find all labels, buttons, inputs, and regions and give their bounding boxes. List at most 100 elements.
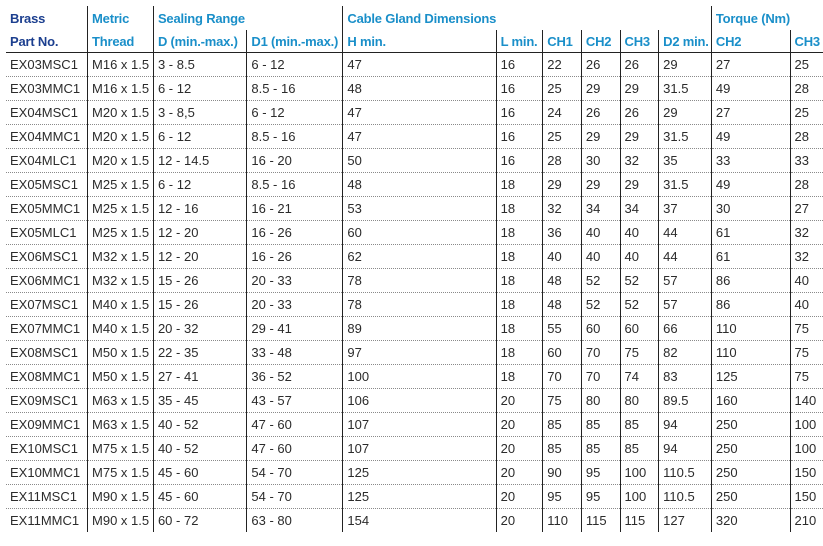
torque-ch3-cell: 75	[789, 364, 823, 389]
ch3-cell: 60	[619, 316, 659, 341]
torque-ch3-cell: 25	[789, 52, 823, 77]
d-range-cell: 3 - 8.5	[152, 52, 247, 77]
ch1-cell: 70	[542, 364, 582, 389]
ch1-cell: 40	[542, 244, 582, 269]
torque-ch2-cell: 49	[710, 124, 791, 149]
part-no-cell: EX04MSC1	[6, 100, 88, 125]
table-row: EX04MMC1 M20 x 1.5 6 - 12 8.5 - 16 47 16 25 29 2…	[6, 124, 823, 149]
ch3-cell: 29	[619, 76, 659, 101]
h-min-cell: 78	[342, 292, 497, 317]
l-min-cell: 18	[495, 292, 543, 317]
thread-cell: M32 x 1.5	[87, 268, 154, 293]
table-row: EX04MLC1 M20 x 1.5 12 - 14.5 16 - 20 50 16 28 3…	[6, 148, 823, 173]
torque-ch3-cell: 25	[789, 100, 823, 125]
ch1-cell: 25	[542, 124, 582, 149]
part-no-cell: EX10MSC1	[6, 436, 88, 461]
torque-ch2-cell: 27	[710, 52, 791, 77]
d1-range-cell: 36 - 52	[246, 364, 343, 389]
h-min-cell: 125	[342, 484, 497, 509]
ch2-cell: 80	[580, 388, 621, 413]
l-min-cell: 18	[495, 316, 543, 341]
ch1-cell: 85	[542, 436, 582, 461]
d1-range-cell: 6 - 12	[246, 52, 343, 77]
ch2-cell: 52	[580, 268, 621, 293]
torque-ch2-cell: 250	[710, 412, 791, 437]
ch1-cell: 22	[542, 52, 582, 77]
d-range-cell: 45 - 60	[152, 460, 247, 485]
d-range-cell: 40 - 52	[152, 412, 247, 437]
d-range-cell: 20 - 32	[152, 316, 247, 341]
brass-cable-gland-spec-table: Brass Metric Sealing Range Cable Gland D…	[6, 6, 823, 532]
table-row: EX08MSC1 M50 x 1.5 22 - 35 33 - 48 97 18 60 70 7…	[6, 340, 823, 365]
d1-range-cell: 54 - 70	[246, 460, 343, 485]
d1-range-cell: 6 - 12	[246, 100, 343, 125]
h-min-header: H min.	[342, 30, 497, 53]
l-min-cell: 16	[495, 148, 543, 173]
thread-cell: M16 x 1.5	[87, 52, 154, 77]
torque-ch3-cell: 100	[789, 436, 823, 461]
d-range-cell: 15 - 26	[152, 268, 247, 293]
d-range-cell: 27 - 41	[152, 364, 247, 389]
table-row: EX06MSC1 M32 x 1.5 12 - 20 16 - 26 62 18 40 40 4…	[6, 244, 823, 269]
h-min-cell: 62	[342, 244, 497, 269]
table-row: EX05MMC1 M25 x 1.5 12 - 16 16 - 21 53 18 32 34 3…	[6, 196, 823, 221]
d-range-cell: 6 - 12	[152, 76, 247, 101]
d-range-cell: 35 - 45	[152, 388, 247, 413]
h-min-cell: 97	[342, 340, 497, 365]
d2-min-cell: 57	[658, 268, 712, 293]
part-no-cell: EX07MSC1	[6, 292, 88, 317]
ch3-cell: 75	[619, 340, 659, 365]
ch3-cell: 26	[619, 100, 659, 125]
d1-range-cell: 16 - 20	[246, 148, 343, 173]
part-no-cell: EX09MMC1	[6, 412, 88, 437]
ch3-cell: 34	[619, 196, 659, 221]
ch2-cell: 29	[580, 172, 621, 197]
torque-ch3-cell: 40	[789, 292, 823, 317]
l-min-cell: 18	[495, 268, 543, 293]
header-row-group: Brass Metric Sealing Range Cable Gland D…	[6, 6, 823, 30]
torque-ch2-cell: 110	[710, 316, 791, 341]
part-no-cell: EX03MSC1	[6, 52, 88, 77]
d1-range-cell: 29 - 41	[246, 316, 343, 341]
thread-cell: M75 x 1.5	[87, 460, 154, 485]
ch1-cell: 29	[542, 172, 582, 197]
d2-min-cell: 31.5	[658, 124, 712, 149]
torque-ch2-cell: 27	[710, 100, 791, 125]
torque-ch3-cell: 33	[789, 148, 823, 173]
l-min-header: L min.	[495, 30, 543, 53]
d1-range-cell: 16 - 26	[246, 220, 343, 245]
table-row: EX11MMC1 M90 x 1.5 60 - 72 63 - 80 154 20 110 1…	[6, 508, 823, 532]
ch2-cell: 26	[580, 52, 621, 77]
ch3-cell: 40	[619, 220, 659, 245]
l-min-cell: 20	[495, 508, 543, 532]
torque-ch2-cell: 49	[710, 76, 791, 101]
d-range-cell: 22 - 35	[152, 340, 247, 365]
d-range-cell: 3 - 8,5	[152, 100, 247, 125]
ch2-cell: 40	[580, 220, 621, 245]
d1-range-cell: 16 - 26	[246, 244, 343, 269]
thread-cell: M32 x 1.5	[87, 244, 154, 269]
ch2-cell: 85	[580, 412, 621, 437]
h-min-cell: 89	[342, 316, 497, 341]
d2-min-cell: 83	[658, 364, 712, 389]
part-no-cell: EX10MMC1	[6, 460, 88, 485]
d1-range-cell: 8.5 - 16	[246, 124, 343, 149]
h-min-cell: 50	[342, 148, 497, 173]
ch2-cell: 60	[580, 316, 621, 341]
ch3-cell: 74	[619, 364, 659, 389]
thread-cell: M25 x 1.5	[87, 172, 154, 197]
torque-ch3-cell: 28	[789, 124, 823, 149]
part-no-cell: EX04MLC1	[6, 148, 88, 173]
ch3-cell: 100	[619, 460, 659, 485]
cable-gland-dimensions-header: Cable Gland Dimensions	[342, 6, 497, 30]
ch1-cell: 48	[542, 268, 582, 293]
torque-ch3-cell: 150	[789, 460, 823, 485]
d-range-cell: 15 - 26	[152, 292, 247, 317]
h-min-cell: 47	[342, 124, 497, 149]
torque-ch2-cell: 110	[710, 340, 791, 365]
l-min-cell: 18	[495, 220, 543, 245]
thread-cell: M90 x 1.5	[87, 508, 154, 532]
l-min-cell: 16	[495, 76, 543, 101]
l-min-cell: 20	[495, 460, 543, 485]
ch1-cell: 60	[542, 340, 582, 365]
